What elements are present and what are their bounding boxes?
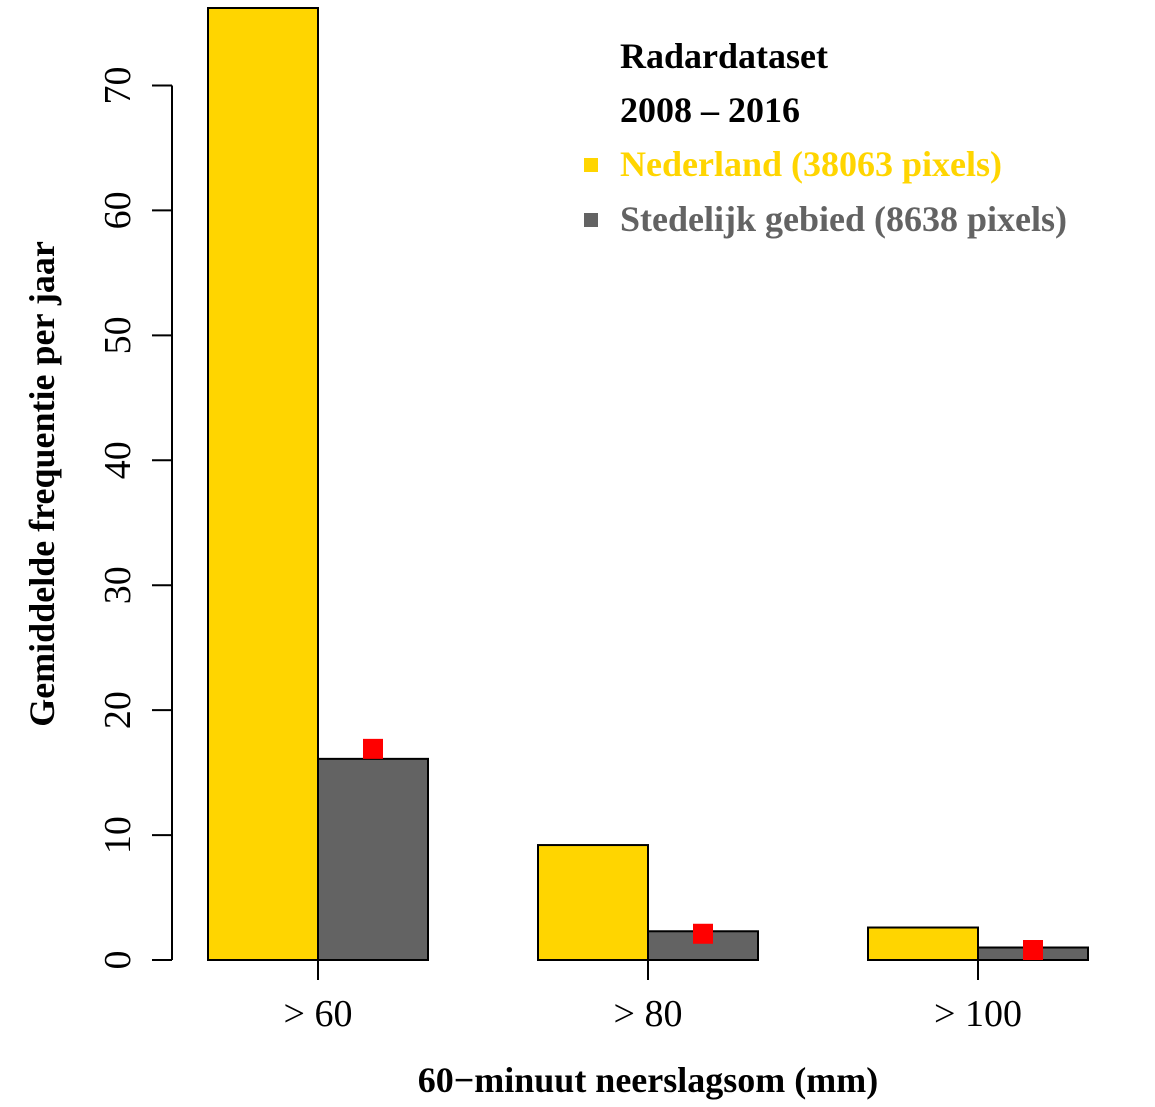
x-tick-label-100: > 100 bbox=[934, 993, 1022, 1035]
y-tick-label-50: 50 bbox=[97, 316, 139, 354]
y-axis-title: Gemiddelde frequentie per jaar bbox=[22, 241, 62, 727]
legend: Radardataset 2008 – 2016 Nederland (3806… bbox=[584, 36, 1067, 239]
bar-nederland-80 bbox=[537, 844, 649, 961]
legend-label-nederland: Nederland (38063 pixels) bbox=[620, 144, 1002, 184]
markers-group bbox=[363, 738, 1043, 961]
legend-swatch-nederland bbox=[584, 158, 598, 172]
y-axis: 0 10 20 30 40 50 60 70 bbox=[97, 66, 173, 970]
legend-swatch-stedelijk-gebied bbox=[584, 213, 598, 227]
bar-nederland-100 bbox=[867, 926, 979, 962]
y-tick-label-0: 0 bbox=[97, 951, 139, 970]
bar-stedelijk-gebied-80 bbox=[647, 930, 759, 961]
bar-nederland-60 bbox=[207, 7, 319, 961]
x-tick-label-80: > 80 bbox=[614, 993, 683, 1035]
y-tick-label-40: 40 bbox=[97, 441, 139, 479]
x-axis-title: 60−minuut neerslagsom (mm) bbox=[418, 1060, 878, 1100]
x-axis: > 60 > 80 > 100 bbox=[284, 960, 1022, 1035]
bars-group bbox=[207, 7, 1089, 962]
y-tick-label-60: 60 bbox=[97, 191, 139, 229]
marker-100 bbox=[1023, 940, 1043, 961]
y-tick-label-30: 30 bbox=[97, 566, 139, 604]
marker-60 bbox=[363, 738, 383, 759]
marker-80 bbox=[693, 923, 713, 944]
bar-stedelijk-gebied-60 bbox=[317, 757, 429, 962]
legend-label-stedelijk-gebied: Stedelijk gebied (8638 pixels) bbox=[620, 199, 1067, 239]
y-tick-label-20: 20 bbox=[97, 691, 139, 729]
y-tick-label-10: 10 bbox=[97, 816, 139, 854]
y-tick-label-70: 70 bbox=[97, 66, 139, 104]
legend-title-line-2: 2008 – 2016 bbox=[620, 90, 800, 130]
legend-title-line-1: Radardataset bbox=[620, 36, 828, 76]
x-tick-label-60: > 60 bbox=[284, 993, 353, 1035]
